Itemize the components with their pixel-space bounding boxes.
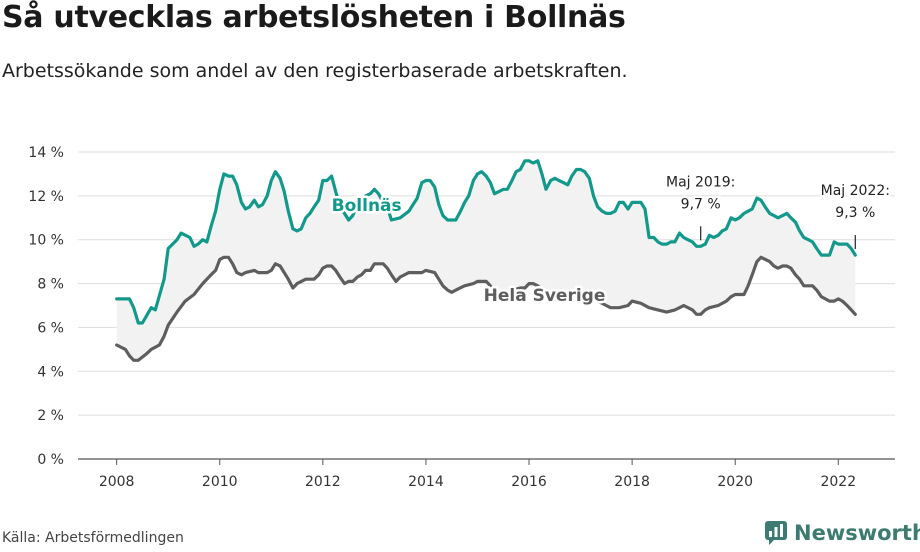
brand-logo[interactable]: Newsworthy bbox=[764, 520, 920, 546]
brand-name: Newsworthy bbox=[794, 521, 920, 545]
annotation-text: Maj 2019: bbox=[666, 174, 735, 190]
series-line-bollnas bbox=[115, 159, 857, 325]
series-line-hela-sverige bbox=[115, 255, 857, 362]
page-subtitle: Arbetssökande som andel av den registerb… bbox=[2, 60, 628, 82]
source-note: Källa: Arbetsförmedlingen bbox=[2, 530, 184, 546]
newsworthy-logo-icon bbox=[765, 521, 787, 545]
difference-band bbox=[116, 160, 856, 361]
x-tick-label: 2020 bbox=[717, 474, 753, 490]
x-tick-label: 2022 bbox=[820, 474, 856, 490]
annotation-text: Maj 2022: bbox=[821, 183, 890, 199]
y-tick-label: 4 % bbox=[37, 364, 64, 380]
series-labels: Bollnäs Hela Sverige bbox=[329, 194, 608, 309]
y-tick-label: 2 % bbox=[37, 408, 64, 424]
gap-area bbox=[116, 160, 856, 361]
series-label: Bollnäs bbox=[332, 196, 402, 216]
y-tick-label: 12 % bbox=[28, 189, 64, 205]
page-title: Så utvecklas arbetslösheten i Bollnäs bbox=[2, 0, 626, 35]
annotation-text: 9,3 % bbox=[835, 205, 875, 221]
x-tick-label: 2018 bbox=[614, 474, 650, 490]
x-tick-label: 2012 bbox=[305, 474, 341, 490]
annotation-text: 9,7 % bbox=[681, 196, 721, 212]
y-tick-label: 0 % bbox=[37, 452, 64, 468]
y-tick-label: 6 % bbox=[37, 320, 64, 336]
series-label: Hela Sverige bbox=[484, 286, 606, 306]
y-tick-label: 10 % bbox=[28, 233, 64, 249]
x-tick-label: 2014 bbox=[408, 474, 444, 490]
x-tick-label: 2016 bbox=[511, 474, 547, 490]
axes: 0 % 2 % 4 % 6 % 8 % 10 % 12 % 14 % 2008 2010 2012 2… bbox=[28, 145, 856, 490]
x-tick-label: 2010 bbox=[202, 474, 238, 490]
y-tick-label: 14 % bbox=[28, 145, 64, 161]
series-lines bbox=[115, 159, 857, 362]
x-tick-label: 2008 bbox=[99, 474, 135, 490]
y-tick-label: 8 % bbox=[37, 277, 64, 293]
annotations: Maj 2019: 9,7 % Maj 2022: 9,3 % bbox=[664, 172, 892, 250]
